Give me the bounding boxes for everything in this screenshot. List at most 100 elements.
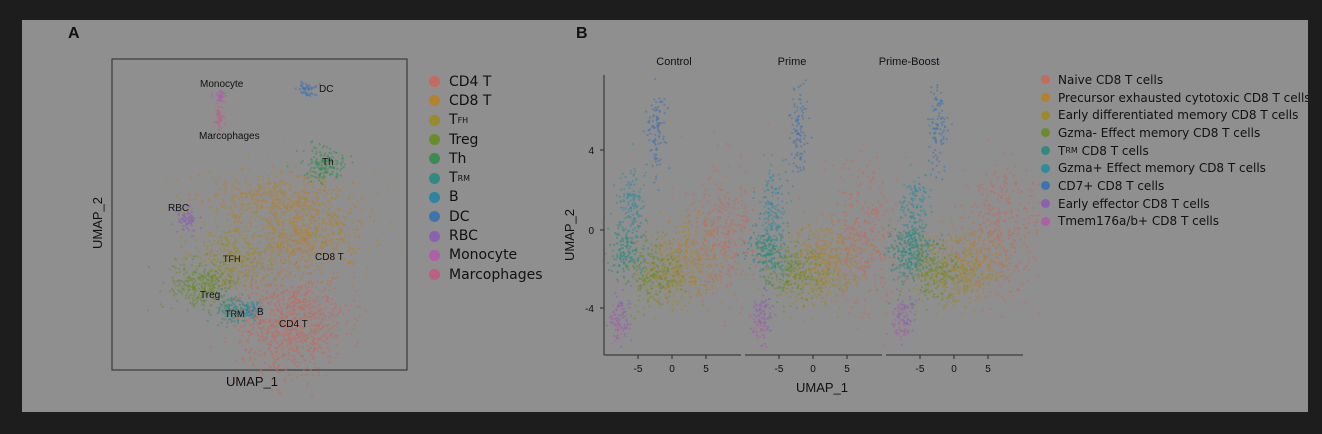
panel-b-legend-label: Early differentiated memory CD8 T cells — [1058, 108, 1299, 123]
point-cloud-marcophages — [214, 105, 227, 137]
point-cloud-dc — [294, 80, 321, 98]
legend-dot-icon — [429, 153, 440, 165]
facet-title-prime-boost: Prime-Boost — [879, 56, 940, 68]
x-tick-label: -5 — [916, 364, 925, 375]
panel-a-legend-item: CD8 T — [429, 91, 543, 110]
facet-prime-early-effector — [749, 286, 777, 347]
legend-dot-icon — [429, 114, 440, 126]
panel-a-legend-item: T FH — [429, 111, 543, 130]
panel-a-legend-label: RBC — [449, 228, 478, 245]
panel-a-legend: CD4 T CD8 T T FH Treg Th T RM B DC RBC Monocyte Marc… — [429, 72, 543, 284]
figure-svg: A B Monocyte DC Marcophages Th RBC TFH C… — [68, 25, 1048, 412]
cluster-label-cd8t: CD8 T — [315, 252, 344, 263]
legend-dot-icon — [429, 76, 440, 88]
x-tick-label: 0 — [669, 364, 675, 375]
panel-a-legend-subscript: FH — [457, 115, 469, 125]
legend-dot-icon — [1041, 163, 1050, 173]
panel-a-points — [146, 80, 405, 412]
legend-dot-icon — [1041, 93, 1050, 103]
facet-prime-boost-gzma-neg — [893, 220, 974, 311]
facet-prime-boost-naive — [950, 139, 1048, 318]
panel-a-legend-item: B — [429, 188, 543, 207]
panel-a-legend-item: RBC — [429, 226, 543, 245]
point-cloud-th — [286, 140, 354, 186]
panel-b-legend-label: CD7+ CD8 T cells — [1058, 178, 1165, 193]
panel-a-legend-item: T RM — [429, 168, 543, 187]
panel-b-xlabel: UMAP_1 — [796, 380, 848, 395]
panel-a-legend-label: Marcophages — [449, 266, 543, 283]
panel-a-legend-label: T — [449, 112, 458, 129]
point-cloud-cd8t-upper — [146, 156, 373, 225]
facet-title-prime: Prime — [778, 56, 807, 68]
x-tick-label: 0 — [951, 364, 957, 375]
legend-dot-icon — [1041, 128, 1050, 138]
panel-b-legend-subscript: RM — [1065, 146, 1078, 156]
facet-prime-tmem176 — [748, 302, 769, 348]
panel-b-letter: B — [576, 25, 588, 42]
x-tick-label: 5 — [985, 364, 991, 375]
panel-a-legend-label: T — [449, 170, 458, 187]
panel-a-legend-item: CD4 T — [429, 72, 543, 91]
panel-b-legend-item: Precursor exhausted cytotoxic CD8 T cell… — [1041, 89, 1308, 107]
legend-dot-icon — [1041, 75, 1050, 85]
cluster-label-trm: TRM — [225, 309, 245, 319]
legend-dot-icon — [429, 249, 440, 261]
panel-b-legend-item: Naive CD8 T cells — [1041, 71, 1308, 89]
panel-a-plot-frame — [111, 58, 408, 371]
panel-a-legend-item: Marcophages — [429, 265, 543, 284]
cluster-label-th: Th — [322, 157, 334, 168]
cluster-label-marcophages: Marcophages — [199, 131, 260, 142]
legend-dot-icon — [1041, 199, 1050, 209]
panel-b-legend-item: T RM CD8 T cells — [1041, 142, 1308, 160]
panel-a-legend-label: DC — [449, 208, 470, 225]
panel-b-legend: Naive CD8 T cells Precursor exhausted cyt… — [1041, 71, 1308, 230]
legend-dot-icon — [429, 172, 440, 184]
panel-b-legend-label: Precursor exhausted cytotoxic CD8 T cell… — [1058, 90, 1308, 105]
x-tick-label: 5 — [844, 364, 850, 375]
y-tick-label: 0 — [588, 226, 594, 237]
x-tick-label: 0 — [810, 364, 816, 375]
point-cloud-monocyte — [210, 89, 227, 105]
cluster-label-cd4t: CD4 T — [279, 319, 308, 330]
panel-b-legend-item: Gzma- Effect memory CD8 T cells — [1041, 124, 1308, 142]
panel-b-legend-item: Early effector CD8 T cells — [1041, 195, 1308, 213]
panel-a-legend-item: Treg — [429, 130, 543, 149]
panel-a-ylabel: UMAP_2 — [90, 197, 105, 249]
panel-b-legend-label: T — [1058, 143, 1066, 158]
panel-b-legend-label: Gzma+ Effect memory CD8 T cells — [1058, 161, 1266, 176]
panel-a-legend-item: Th — [429, 149, 543, 168]
legend-dot-icon — [429, 95, 440, 107]
panel-b-legend-label: Tmem176a/b+ CD8 T cells — [1058, 214, 1219, 229]
panel-a-legend-label: CD4 T — [449, 73, 492, 90]
panel-b-legend-label: Gzma- Effect memory CD8 T cells — [1058, 125, 1261, 140]
facet-prime-boost-cd7 — [926, 61, 954, 181]
panel-a-legend-label: Treg — [449, 131, 479, 148]
panel-a-xlabel: UMAP_1 — [226, 374, 278, 389]
x-tick-label: -5 — [634, 364, 643, 375]
legend-dot-icon — [429, 211, 440, 223]
panel-a-legend-label: B — [449, 189, 459, 206]
facet-prime-boost-gzma-pos — [898, 163, 932, 249]
cluster-label-dc: DC — [319, 84, 333, 95]
panel-b-legend-label-rest: CD8 T cells — [1077, 143, 1149, 158]
panel-b-legend-label: Naive CD8 T cells — [1058, 72, 1164, 87]
facet-control-tmem176 — [609, 303, 630, 345]
facet-title-control: Control — [656, 56, 691, 68]
facet-control-gzma-pos — [613, 143, 648, 257]
panel-a-letter: A — [68, 25, 80, 42]
panel-b-legend-label: Early effector CD8 T cells — [1058, 196, 1210, 211]
panel-b-legend-item: CD7+ CD8 T cells — [1041, 177, 1308, 195]
facet-prime-naive — [808, 143, 929, 347]
panel-a-legend-label: Monocyte — [449, 247, 518, 264]
panel-b-legend-item: Early differentiated memory CD8 T cells — [1041, 106, 1308, 124]
cluster-label-treg: Treg — [200, 290, 220, 301]
legend-dot-icon — [429, 230, 440, 242]
point-cloud-cd8t — [189, 140, 405, 304]
facet-prime-trm — [736, 207, 797, 292]
point-cloud-rbc — [171, 204, 203, 238]
x-tick-label: -5 — [775, 364, 784, 375]
facet-prime-cd7 — [784, 79, 813, 188]
legend-dot-icon — [1041, 216, 1050, 226]
y-tick-label: -4 — [585, 304, 594, 315]
x-tick-label: 5 — [703, 364, 709, 375]
